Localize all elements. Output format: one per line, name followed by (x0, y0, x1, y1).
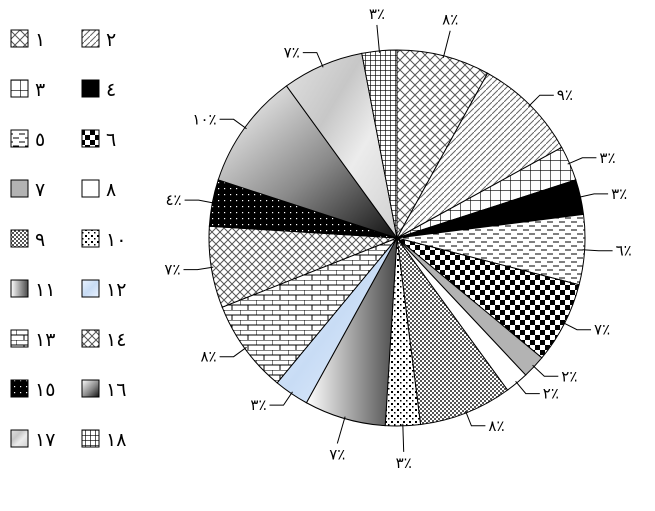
legend-swatch-16 (81, 379, 100, 398)
callout-line-8 (515, 380, 540, 395)
legend-label-12: ١٢ (106, 279, 126, 301)
legend-swatch-3 (10, 79, 29, 98)
callout-line-1 (442, 30, 451, 58)
legend-swatch-11 (10, 279, 29, 298)
legend-label-2: ٢ (106, 29, 116, 51)
legend-label-7: ٧ (35, 179, 45, 201)
callout-line-5 (582, 249, 613, 252)
legend-label-4: ٤ (106, 79, 116, 101)
legend-label-11: ١١ (35, 279, 55, 301)
slice-label-11: ٧٪ (329, 446, 345, 464)
legend-label-16: ١٦ (106, 379, 126, 401)
legend-label-3: ٣ (35, 79, 45, 101)
slice-label-5: ٦٪ (616, 242, 632, 260)
legend-label-9: ٩ (35, 229, 45, 251)
callout-line-15 (184, 199, 215, 204)
callout-line-4 (578, 193, 609, 198)
legend-swatch-6 (81, 129, 100, 148)
slice-label-13: ٨٪ (200, 348, 216, 366)
legend-label-13: ١٣ (35, 329, 55, 351)
legend-label-18: ١٨ (106, 429, 126, 451)
slice-label-14: ٧٪ (164, 261, 180, 279)
slice-label-17: ٧٪ (284, 44, 300, 62)
legend-label-8: ٨ (106, 179, 116, 201)
legend-label-1: ١ (35, 29, 45, 51)
legend-swatch-17 (10, 429, 29, 448)
callout-line-7 (532, 364, 559, 377)
callout-line-9 (465, 410, 486, 427)
legend-swatch-15 (10, 379, 29, 398)
slice-label-3: ٣٪ (599, 149, 615, 167)
callout-line-3 (567, 157, 597, 165)
callout-line-14 (183, 266, 214, 271)
legend-swatch-10 (81, 229, 100, 248)
legend-swatch-5 (10, 129, 29, 148)
legend-swatch-18 (81, 429, 100, 448)
legend-label-6: ٦ (106, 129, 116, 151)
callout-line-6 (562, 321, 591, 331)
slice-label-2: ٩٪ (557, 86, 573, 104)
legend-swatch-7 (10, 179, 29, 198)
slice-label-7: ٢٪ (561, 367, 577, 385)
callout-line-17 (302, 52, 324, 68)
legend-swatch-2 (81, 29, 100, 48)
callout-line-2 (528, 94, 554, 107)
slice-label-10: ٣٪ (396, 454, 412, 472)
legend-label-14: ١٤ (106, 329, 126, 351)
slice-label-18: ٣٪ (369, 5, 385, 23)
callout-line-16 (219, 118, 247, 130)
legend-label-10: ١٠ (106, 229, 126, 251)
slice-label-15: ٤٪ (165, 191, 181, 209)
legend-swatch-9 (10, 229, 29, 248)
callout-line-10 (402, 423, 405, 452)
legend-swatch-8 (81, 179, 100, 198)
callout-line-12 (269, 391, 293, 406)
callout-line-18 (376, 24, 380, 53)
slice-label-9: ٨٪ (488, 417, 504, 435)
slice-label-1: ٨٪ (442, 11, 458, 29)
legend-swatch-1 (10, 29, 29, 48)
callout-line-13 (219, 346, 247, 358)
slice-label-6: ٧٪ (594, 321, 610, 339)
legend-swatch-13 (10, 329, 29, 348)
legend-swatch-14 (81, 329, 100, 348)
legend-label-5: ٥ (35, 129, 45, 151)
legend-swatch-4 (81, 79, 100, 98)
slice-label-12: ٣٪ (250, 396, 266, 414)
legend-label-17: ١٧ (35, 429, 55, 451)
legend-swatch-12 (81, 279, 100, 298)
slice-label-8: ٢٪ (543, 385, 559, 403)
slice-label-4: ٣٪ (611, 185, 627, 203)
callout-line-11 (336, 416, 346, 444)
slice-label-16: ١٠٪ (192, 110, 216, 128)
legend-label-15: ١٥ (35, 379, 55, 401)
